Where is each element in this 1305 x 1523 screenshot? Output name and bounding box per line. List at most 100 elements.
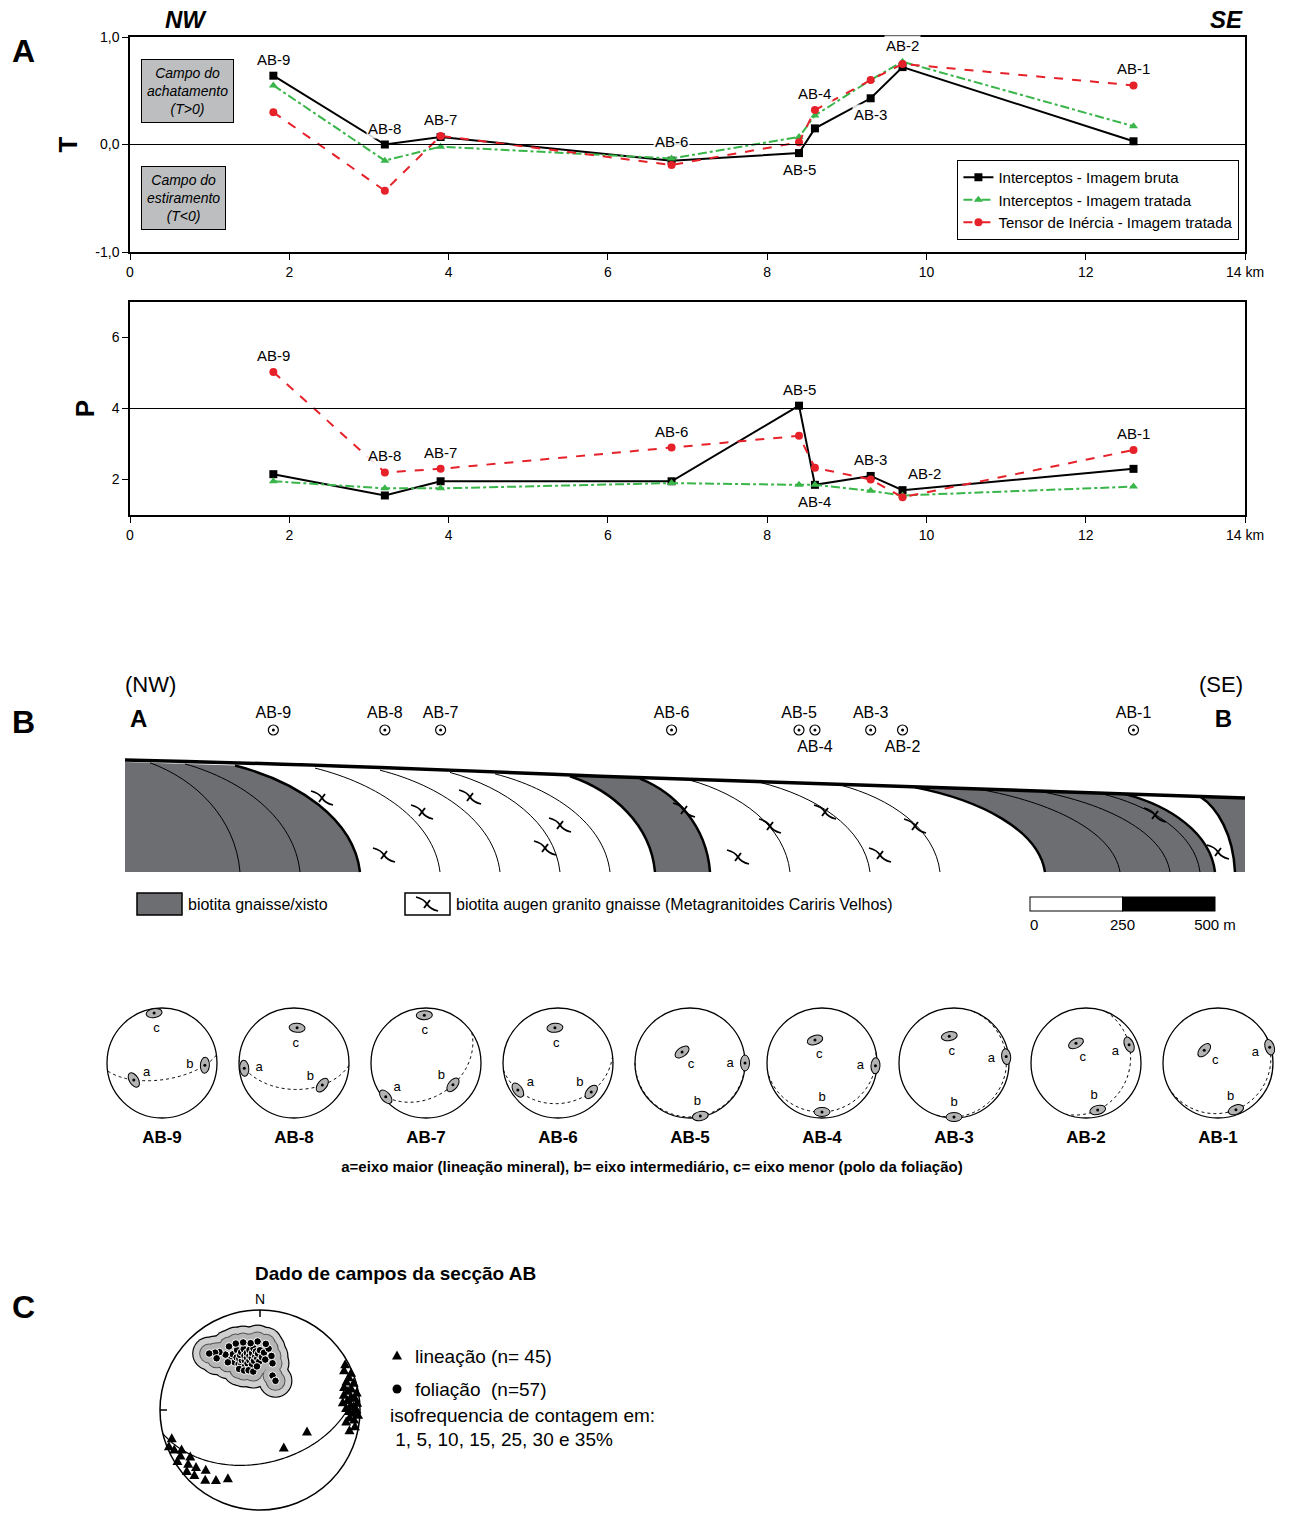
svg-text:b: b	[950, 1094, 957, 1109]
svg-text:a: a	[988, 1050, 996, 1065]
svg-text:b: b	[438, 1067, 445, 1082]
svg-text:AB-2: AB-2	[885, 738, 921, 755]
svg-text:Dado de campos da secção AB: Dado de campos da secção AB	[255, 1263, 536, 1284]
svg-text:Tensor de Inércia - Imagem tra: Tensor de Inércia - Imagem tratada	[998, 214, 1232, 231]
svg-text:10: 10	[919, 527, 935, 543]
svg-text:P: P	[70, 400, 100, 417]
svg-text:4: 4	[445, 527, 453, 543]
svg-text:AB-7: AB-7	[406, 1128, 446, 1147]
svg-text:A: A	[130, 705, 147, 732]
svg-text:c: c	[816, 1046, 823, 1061]
svg-text:8: 8	[763, 527, 771, 543]
svg-text:(SE): (SE)	[1199, 672, 1243, 697]
svg-text:2: 2	[285, 264, 293, 280]
svg-text:AB-3: AB-3	[934, 1128, 974, 1147]
svg-text:AB-9: AB-9	[256, 704, 292, 721]
svg-text:AB-7: AB-7	[423, 704, 459, 721]
svg-text:Campo doestiramento(T<0): Campo doestiramento(T<0)	[147, 172, 220, 224]
svg-text:a: a	[527, 1074, 535, 1089]
svg-text:AB-8: AB-8	[274, 1128, 314, 1147]
svg-text:C: C	[12, 1289, 35, 1325]
svg-text:c: c	[293, 1035, 300, 1050]
svg-text:0: 0	[1030, 916, 1038, 933]
svg-text:T: T	[53, 136, 83, 152]
svg-text:AB-6: AB-6	[655, 133, 688, 150]
svg-text:b: b	[186, 1056, 193, 1071]
svg-text:c: c	[553, 1035, 560, 1050]
svg-text:c: c	[1212, 1052, 1219, 1067]
svg-text:12: 12	[1078, 264, 1094, 280]
svg-text:10: 10	[919, 264, 935, 280]
svg-text:a: a	[394, 1079, 402, 1094]
svg-text:A: A	[12, 33, 35, 69]
svg-text:a: a	[1252, 1044, 1260, 1059]
svg-text:AB-9: AB-9	[257, 347, 290, 364]
svg-text:AB-8: AB-8	[367, 704, 403, 721]
svg-text:lineação (n= 45): lineação (n= 45)	[415, 1346, 552, 1367]
svg-text:0: 0	[126, 527, 134, 543]
svg-text:AB-2: AB-2	[908, 465, 941, 482]
svg-text:14 km: 14 km	[1226, 264, 1264, 280]
svg-text:a: a	[256, 1059, 264, 1074]
svg-text:AB-4: AB-4	[798, 85, 831, 102]
svg-text:AB-1: AB-1	[1116, 704, 1152, 721]
svg-text:SE: SE	[1210, 6, 1243, 33]
svg-text:a=eixo maior (lineação mineral: a=eixo maior (lineação mineral), b= eixo…	[341, 1158, 962, 1175]
svg-text:AB-8: AB-8	[368, 447, 401, 464]
svg-text:14 km: 14 km	[1226, 527, 1264, 543]
svg-text:AB-1: AB-1	[1198, 1128, 1238, 1147]
svg-text:AB-5: AB-5	[783, 381, 816, 398]
svg-text:b: b	[694, 1093, 701, 1108]
svg-text:AB-4: AB-4	[798, 493, 831, 510]
svg-text:isofrequencia de contagem em:: isofrequencia de contagem em:	[390, 1405, 655, 1426]
svg-text:AB-1: AB-1	[1117, 425, 1150, 442]
svg-text:AB-6: AB-6	[538, 1128, 578, 1147]
svg-text:AB-2: AB-2	[886, 37, 919, 54]
svg-text:Interceptos - Imagem bruta: Interceptos - Imagem bruta	[998, 169, 1179, 186]
svg-text:AB-5: AB-5	[670, 1128, 710, 1147]
svg-text:AB-3: AB-3	[854, 106, 887, 123]
svg-text:6: 6	[112, 329, 120, 345]
svg-text:250: 250	[1110, 916, 1135, 933]
svg-text:c: c	[1080, 1049, 1087, 1064]
svg-text:0,0: 0,0	[100, 136, 120, 152]
svg-text:a: a	[726, 1055, 734, 1070]
svg-text:biotita gnaisse/xisto: biotita gnaisse/xisto	[188, 896, 328, 913]
svg-text:AB-7: AB-7	[424, 444, 457, 461]
svg-text:AB-9: AB-9	[142, 1128, 182, 1147]
svg-text:Campo doachatamento(T>0): Campo doachatamento(T>0)	[147, 65, 228, 117]
svg-text:AB-4: AB-4	[802, 1128, 842, 1147]
svg-text:b: b	[818, 1089, 825, 1104]
svg-text:foliação (n=57): foliação (n=57)	[415, 1379, 547, 1400]
svg-text:0: 0	[126, 264, 134, 280]
svg-text:c: c	[153, 1020, 160, 1035]
svg-text:Interceptos - Imagem tratada: Interceptos - Imagem tratada	[998, 192, 1191, 209]
svg-text:AB-5: AB-5	[781, 704, 817, 721]
svg-text:AB-3: AB-3	[854, 451, 887, 468]
svg-text:1,0: 1,0	[100, 29, 120, 45]
svg-text:AB-1: AB-1	[1117, 60, 1150, 77]
svg-text:B: B	[1215, 705, 1232, 732]
svg-text:4: 4	[112, 400, 120, 416]
svg-text:AB-7: AB-7	[424, 111, 457, 128]
svg-text:AB-4: AB-4	[797, 738, 833, 755]
svg-text:AB-5: AB-5	[783, 161, 816, 178]
svg-text:AB-8: AB-8	[368, 120, 401, 137]
svg-text:8: 8	[763, 264, 771, 280]
svg-text:c: c	[422, 1022, 429, 1037]
svg-text:6: 6	[604, 264, 612, 280]
svg-text:-1,0: -1,0	[95, 244, 119, 260]
svg-text:500 m: 500 m	[1194, 916, 1236, 933]
svg-text:AB-9: AB-9	[257, 51, 290, 68]
svg-text:NW: NW	[165, 6, 207, 33]
svg-text:AB-6: AB-6	[654, 704, 690, 721]
svg-text:b: b	[307, 1068, 314, 1083]
svg-text:(NW): (NW)	[125, 672, 176, 697]
svg-text:B: B	[12, 704, 35, 740]
svg-text:a: a	[143, 1064, 151, 1079]
svg-text:4: 4	[445, 264, 453, 280]
svg-text:biotita augen granito gnaisse: biotita augen granito gnaisse (Metagrani…	[456, 896, 893, 913]
svg-text:AB-2: AB-2	[1066, 1128, 1106, 1147]
svg-text:2: 2	[285, 527, 293, 543]
svg-text:AB-3: AB-3	[853, 704, 889, 721]
